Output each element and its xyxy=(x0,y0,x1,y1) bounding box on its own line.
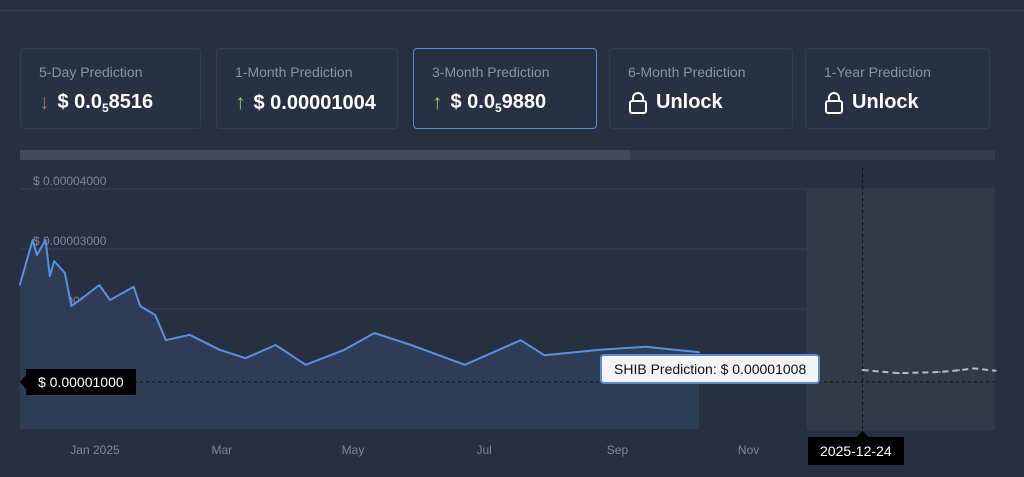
card-label: 6-Month Prediction xyxy=(628,64,746,80)
price-point xyxy=(36,254,38,256)
prediction-line xyxy=(862,367,996,375)
price-point xyxy=(154,314,156,316)
price-area xyxy=(19,240,700,429)
arrow-down-icon: ↓ xyxy=(39,91,50,114)
price-point xyxy=(70,305,73,307)
x-tick-label: Jul xyxy=(476,443,491,457)
card-1-year[interactable]: 1-Year Prediction Unlock xyxy=(805,48,990,129)
card-value: ↓ $ 0.058516 xyxy=(39,91,154,115)
crosshair-date-label: 2025-12-24 xyxy=(808,437,904,465)
scrollbar-thumb[interactable] xyxy=(20,150,630,160)
card-5-day[interactable]: 5-Day Prediction ↓ $ 0.058516 xyxy=(20,48,201,129)
price-point xyxy=(44,239,47,241)
price-point xyxy=(139,305,141,307)
x-tick-label: Mar xyxy=(212,443,233,457)
price-point xyxy=(274,344,277,346)
unlock-button[interactable]: Unlock xyxy=(628,91,723,114)
price-point xyxy=(698,351,700,354)
card-6-month[interactable]: 6-Month Prediction Unlock xyxy=(609,48,793,129)
price-point xyxy=(599,349,602,351)
price-point xyxy=(109,299,111,301)
price-point xyxy=(132,286,135,288)
price-point xyxy=(519,339,522,342)
top-divider xyxy=(0,10,1024,11)
chart-range-scrollbar[interactable] xyxy=(20,150,995,160)
price-point xyxy=(49,275,51,277)
prediction-point xyxy=(958,369,961,372)
unlock-button[interactable]: Unlock xyxy=(824,91,919,114)
arrow-up-icon: ↑ xyxy=(432,91,443,114)
date-label-pointer xyxy=(856,431,869,437)
price-point xyxy=(18,284,21,286)
card-1-month[interactable]: 1-Month Prediction ↑ $ 0.00001004 xyxy=(216,48,398,129)
price-point xyxy=(543,354,546,357)
crosshair-price-label: $ 0.00001000 xyxy=(26,369,136,395)
y-tick-label: $ 0.00003000 xyxy=(33,234,107,248)
x-tick-label: Sep xyxy=(607,443,629,457)
price-point xyxy=(165,339,167,342)
price-point xyxy=(343,349,346,351)
price-point xyxy=(644,346,647,348)
y-tick-label: $ 0.00004000 xyxy=(33,174,107,188)
x-tick-label: Nov xyxy=(738,443,759,457)
price-point xyxy=(304,364,307,366)
price-point xyxy=(98,284,101,286)
price-point xyxy=(218,349,221,351)
card-label: 1-Year Prediction xyxy=(824,64,931,80)
x-tick-label: May xyxy=(342,443,365,457)
price-point xyxy=(64,272,66,274)
card-label: 1-Month Prediction xyxy=(235,64,353,80)
price-label-pointer xyxy=(20,375,26,389)
prediction-region xyxy=(806,189,995,430)
card-3-month[interactable]: 3-Month Prediction ↑ $ 0.059880 xyxy=(413,48,597,129)
prediction-point xyxy=(861,369,864,371)
price-point xyxy=(53,260,55,262)
prediction-point xyxy=(973,367,976,370)
card-value: ↑ $ 0.00001004 xyxy=(235,91,376,114)
arrow-up-icon: ↑ xyxy=(235,91,246,114)
lock-icon xyxy=(629,91,647,114)
price-point xyxy=(410,344,412,346)
price-point xyxy=(244,357,247,360)
price-point xyxy=(373,332,376,334)
price-point xyxy=(79,299,81,301)
x-tick-label: Jan 2025 xyxy=(70,443,120,457)
card-label: 5-Day Prediction xyxy=(39,64,143,80)
prediction-tooltip: SHIB Prediction: $ 0.00001008 xyxy=(600,354,821,384)
price-point xyxy=(188,334,191,336)
card-label: 3-Month Prediction xyxy=(432,64,550,80)
price-point xyxy=(31,239,34,241)
prediction-point xyxy=(939,371,941,373)
prediction-point xyxy=(898,372,900,375)
card-value: ↑ $ 0.059880 xyxy=(432,91,547,115)
price-point xyxy=(464,364,466,366)
lock-icon xyxy=(825,91,843,114)
prediction-point xyxy=(995,370,997,372)
